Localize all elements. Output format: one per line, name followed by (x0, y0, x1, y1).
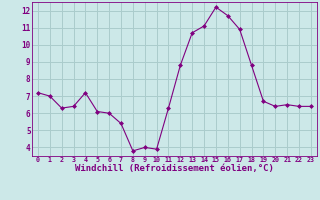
X-axis label: Windchill (Refroidissement éolien,°C): Windchill (Refroidissement éolien,°C) (75, 164, 274, 173)
